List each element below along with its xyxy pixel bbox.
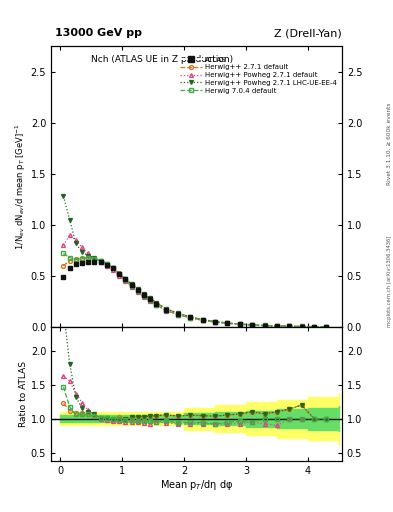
Text: Nch (ATLAS UE in Z production): Nch (ATLAS UE in Z production) xyxy=(90,54,233,63)
Text: 13000 GeV pp: 13000 GeV pp xyxy=(55,28,142,38)
Y-axis label: 1/N$_{ev}$ dN$_{ev}$/d mean p$_T$ [GeV]$^{-1}$: 1/N$_{ev}$ dN$_{ev}$/d mean p$_T$ [GeV]$… xyxy=(13,123,28,250)
Text: Z (Drell-Yan): Z (Drell-Yan) xyxy=(274,28,342,38)
Y-axis label: Ratio to ATLAS: Ratio to ATLAS xyxy=(19,361,28,427)
Text: mcplots.cern.ch [arXiv:1306.3436]: mcplots.cern.ch [arXiv:1306.3436] xyxy=(387,236,392,327)
Legend: ATLAS, Herwig++ 2.7.1 default, Herwig++ Powheg 2.7.1 default, Herwig++ Powheg 2.: ATLAS, Herwig++ 2.7.1 default, Herwig++ … xyxy=(179,55,338,95)
Text: Rivet 3.1.10, ≥ 600k events: Rivet 3.1.10, ≥ 600k events xyxy=(387,102,392,185)
X-axis label: Mean p$_T$/dη dφ: Mean p$_T$/dη dφ xyxy=(160,478,233,493)
